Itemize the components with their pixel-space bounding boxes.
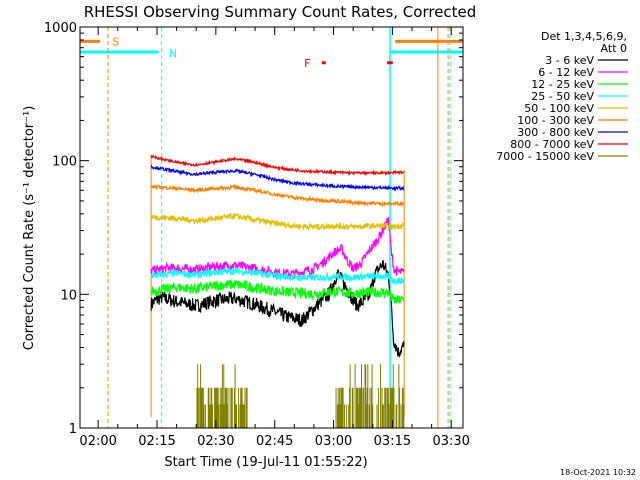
series-1	[150, 217, 405, 280]
x-axis-label: Start Time (19-Jul-11 01:55:22)	[164, 455, 367, 470]
timestamp: 18-Oct-2021 10:32	[560, 468, 636, 477]
series-line	[150, 265, 405, 286]
series-line	[150, 260, 405, 359]
legend-header: Att 0	[601, 42, 627, 55]
y-tick-label: 100	[52, 155, 77, 170]
axes: 1 10 100 1000 02:00 02:15 02:30 02:45 03:00 03:15…	[44, 21, 470, 449]
series-line	[151, 212, 405, 232]
x-tick-label: 03:30	[432, 434, 469, 449]
series-0	[150, 260, 405, 359]
chart-title: RHESSI Observing Summary Count Rates, Co…	[84, 3, 477, 21]
marker-label-s: S	[112, 35, 119, 48]
y-tick-label: 1000	[44, 21, 77, 36]
legend-entry-label: 300 - 800 keV	[517, 126, 594, 139]
legend-entry-label: 100 - 300 keV	[517, 114, 594, 127]
marker-label-f: F	[304, 57, 310, 70]
series-line	[150, 154, 405, 177]
series-line	[150, 183, 405, 208]
series-4	[151, 212, 405, 232]
legend-entry-label: 3 - 6 keV	[545, 54, 594, 67]
series-2	[150, 279, 405, 304]
series-line	[150, 279, 405, 304]
y-tick-label: 10	[60, 288, 77, 303]
legend-header: Det 1,3,4,5,6,9,	[541, 30, 627, 43]
series-line	[150, 217, 405, 280]
legend-entry-label: 50 - 100 keV	[524, 102, 594, 115]
y-axis-label: Corrected Count Rate (s⁻¹ detector⁻¹)	[22, 106, 37, 351]
x-tick-label: 02:30	[197, 434, 234, 449]
legend-entry-label: 25 - 50 keV	[531, 90, 594, 103]
x-tick-label: 02:00	[79, 434, 116, 449]
x-tick-label: 03:00	[315, 434, 352, 449]
plot-frame	[79, 26, 464, 429]
x-tick-label: 02:45	[256, 434, 293, 449]
marker-label-n: N	[169, 47, 177, 60]
x-tick-label: 03:15	[374, 434, 411, 449]
series-7	[150, 154, 405, 177]
legend-entry-label: 12 - 25 keV	[531, 78, 594, 91]
legend-entry-label: 7000 - 15000 keV	[496, 150, 594, 163]
series-8	[196, 364, 405, 428]
x-tick-label: 02:15	[138, 434, 175, 449]
series-line	[150, 164, 405, 192]
series-5	[150, 183, 405, 208]
series-3	[150, 265, 405, 286]
series-6	[150, 164, 405, 192]
legend-entry-label: 800 - 7000 keV	[510, 138, 594, 151]
plot-area: S N F	[80, 27, 463, 428]
legend-entry-label: 6 - 12 keV	[538, 66, 594, 79]
y-tick-label: 1	[69, 422, 77, 437]
